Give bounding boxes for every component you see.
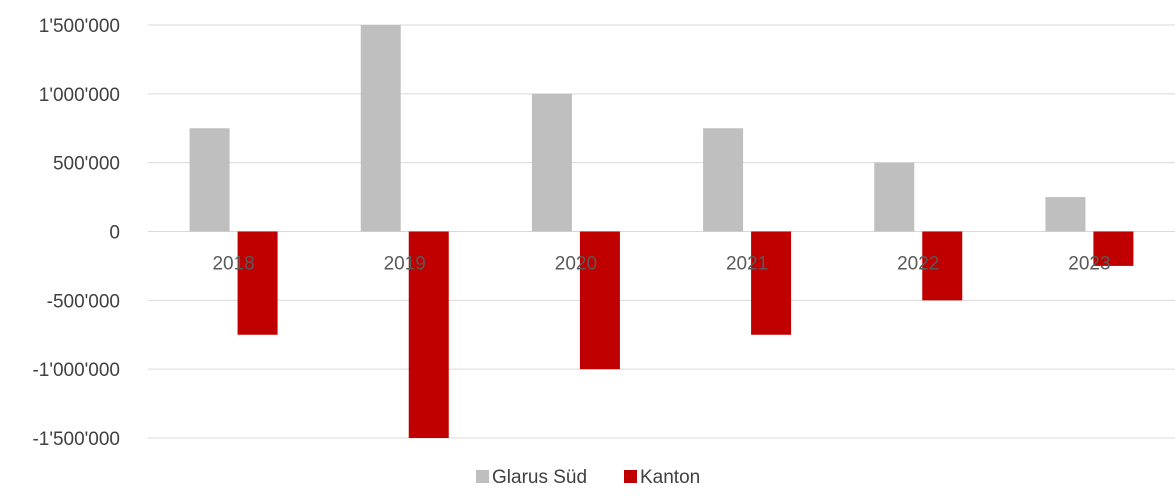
bars [189, 25, 1134, 438]
bar-glarus-sued-2018 [189, 128, 230, 232]
bar-glarus-sued-2023 [1045, 197, 1086, 232]
bar-kanton-2018 [237, 231, 278, 335]
y-axis-tick-labels: 1'500'000 1'000'000 500'000 0 -500'000 -1'000… [32, 16, 120, 450]
bar-kanton-2023 [1093, 231, 1134, 266]
legend-swatch [476, 470, 489, 483]
y-tick-label: -500'000 [47, 291, 120, 312]
legend: Glarus Süd Kanton [476, 467, 700, 488]
x-category-label: 2022 [897, 254, 939, 275]
x-axis-category-labels: 2018 2019 2020 2021 2022 2023 [212, 254, 1110, 275]
bar-glarus-sued-2022 [874, 162, 915, 232]
bar-kanton-2022 [922, 231, 963, 301]
bar-kanton-2021 [751, 231, 792, 335]
legend-swatch [624, 470, 637, 483]
legend-label: Glarus Süd [492, 467, 587, 488]
x-category-label: 2023 [1068, 254, 1110, 275]
x-category-label: 2020 [555, 254, 597, 275]
y-tick-label: 1'500'000 [39, 16, 120, 37]
legend-label: Kanton [640, 467, 700, 488]
x-category-label: 2021 [726, 254, 768, 275]
bar-glarus-sued-2019 [360, 25, 401, 232]
y-tick-label: -1'500'000 [32, 429, 120, 450]
x-category-label: 2019 [384, 254, 426, 275]
y-tick-label: 1'000'000 [39, 85, 120, 106]
x-category-label: 2018 [212, 254, 254, 275]
bar-kanton-2019 [408, 231, 449, 438]
bar-kanton-2020 [579, 231, 620, 370]
bar-glarus-sued-2020 [531, 93, 572, 232]
y-tick-label: 500'000 [53, 154, 120, 175]
y-tick-label: 0 [109, 223, 120, 244]
y-tick-label: -1'000'000 [32, 360, 120, 381]
bar-glarus-sued-2021 [703, 128, 744, 232]
gridlines [148, 24, 1175, 439]
